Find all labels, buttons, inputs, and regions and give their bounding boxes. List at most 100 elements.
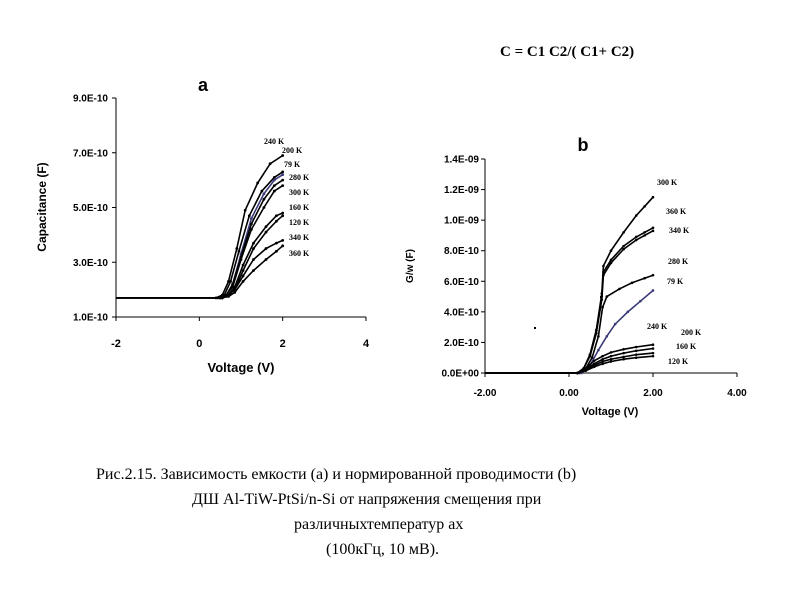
y-tick-label: 1.0E-09 xyxy=(444,216,479,227)
data-point xyxy=(281,184,285,188)
data-point xyxy=(622,247,625,251)
data-point xyxy=(622,351,625,355)
caption-line-2: ДШ Al-TiW-PtSi/n-Si от напряжения смещен… xyxy=(192,491,542,508)
data-point xyxy=(609,261,613,265)
data-point xyxy=(639,299,642,303)
x-tick-label: 2 xyxy=(280,338,286,350)
data-point xyxy=(233,290,237,294)
data-point xyxy=(264,230,268,234)
panel-label: b xyxy=(578,135,589,155)
y-tick-label: 9.0E-10 xyxy=(73,94,108,105)
series-line xyxy=(485,289,654,374)
data-point xyxy=(243,208,247,212)
x-tick-label: 0.00 xyxy=(559,388,579,399)
data-point xyxy=(247,214,251,218)
y-tick-label: 4.0E-10 xyxy=(444,307,479,318)
x-tick-label: 2.00 xyxy=(643,388,663,399)
data-point xyxy=(626,310,630,314)
series-label: 340 K xyxy=(289,233,310,242)
data-point xyxy=(252,247,255,250)
data-point xyxy=(634,214,638,217)
chart-b: 0.0E+00 2.0E-10 4.0E-10 6.0E-10 8.0E-10 1.0E-… xyxy=(405,135,747,418)
data-point xyxy=(618,287,621,291)
data-point xyxy=(241,263,245,267)
data-point xyxy=(281,238,285,242)
series-label: 280 K xyxy=(668,257,689,266)
figure-caption: Рис.2.15. Зависимость емкости (a) и норм… xyxy=(96,462,736,562)
data-point xyxy=(588,354,592,358)
data-point xyxy=(651,229,655,233)
series-label: 300 K xyxy=(289,188,310,197)
data-point xyxy=(241,280,245,283)
data-point xyxy=(227,280,230,283)
series-label: 200 K xyxy=(681,328,702,337)
caption-line-1: Рис.2.15. Зависимость емкости (a) и норм… xyxy=(96,466,577,483)
y-tick-label: 8.0E-10 xyxy=(444,246,479,257)
data-point xyxy=(252,269,255,272)
y-tick-label: 6.0E-10 xyxy=(444,277,479,288)
data-point xyxy=(609,258,613,262)
y-tick-label: 5.0E-10 xyxy=(73,203,108,214)
x-tick-label: 0 xyxy=(196,338,202,350)
x-axis-label: Voltage (V) xyxy=(208,360,275,375)
y-axis-label: G/w (F) xyxy=(405,249,416,283)
data-point xyxy=(252,241,255,245)
data-point xyxy=(260,189,264,193)
data-point xyxy=(602,273,605,277)
series-label: 360 K xyxy=(666,207,687,216)
data-point xyxy=(643,234,646,237)
data-point xyxy=(605,295,609,298)
data-point xyxy=(634,345,638,349)
series-line xyxy=(485,352,654,374)
data-point xyxy=(609,357,613,361)
data-point xyxy=(651,273,655,277)
data-point xyxy=(601,305,604,309)
series-label: 240 K xyxy=(647,322,668,331)
series-label: 200 K xyxy=(282,146,303,155)
data-point xyxy=(634,349,638,353)
series-label: 340 K xyxy=(669,226,690,235)
series-label: 240 K xyxy=(264,137,285,146)
data-point xyxy=(262,206,266,209)
data-point xyxy=(634,356,638,360)
data-point xyxy=(634,353,638,356)
data-point xyxy=(651,343,655,347)
series-label: 160 K xyxy=(289,203,310,212)
data-point xyxy=(229,280,232,283)
data-point xyxy=(651,289,655,292)
data-point xyxy=(250,217,253,220)
series-label: 79 K xyxy=(667,277,684,286)
data-point xyxy=(592,359,596,363)
series-label: 360 K xyxy=(289,249,310,258)
data-point xyxy=(601,354,604,358)
series-line xyxy=(116,154,284,299)
data-point xyxy=(272,184,276,188)
data-point xyxy=(651,226,655,230)
data-point xyxy=(275,241,278,245)
data-point xyxy=(643,205,646,208)
y-tick-label: 2.0E-10 xyxy=(444,338,479,349)
data-point xyxy=(239,258,243,261)
series-line xyxy=(116,245,284,299)
data-point xyxy=(241,274,245,278)
series-line xyxy=(116,184,284,299)
caption-line-3: различныхтемператур ах xyxy=(294,516,464,533)
data-point xyxy=(281,214,285,218)
data-point xyxy=(597,348,600,352)
data-point xyxy=(264,225,268,229)
series-line xyxy=(116,174,284,299)
data-point xyxy=(220,296,224,300)
data-point xyxy=(601,360,604,363)
data-point xyxy=(622,355,625,359)
series-label: 120 K xyxy=(668,357,689,366)
data-point xyxy=(601,362,604,366)
series-label: 300 K xyxy=(657,178,678,187)
series-label: 120 K xyxy=(289,218,310,227)
data-point xyxy=(272,189,276,193)
data-point xyxy=(643,276,646,280)
data-point xyxy=(600,298,604,301)
stray-mark xyxy=(534,327,536,329)
data-point xyxy=(241,269,245,272)
data-point xyxy=(622,357,625,361)
data-point xyxy=(622,244,625,248)
